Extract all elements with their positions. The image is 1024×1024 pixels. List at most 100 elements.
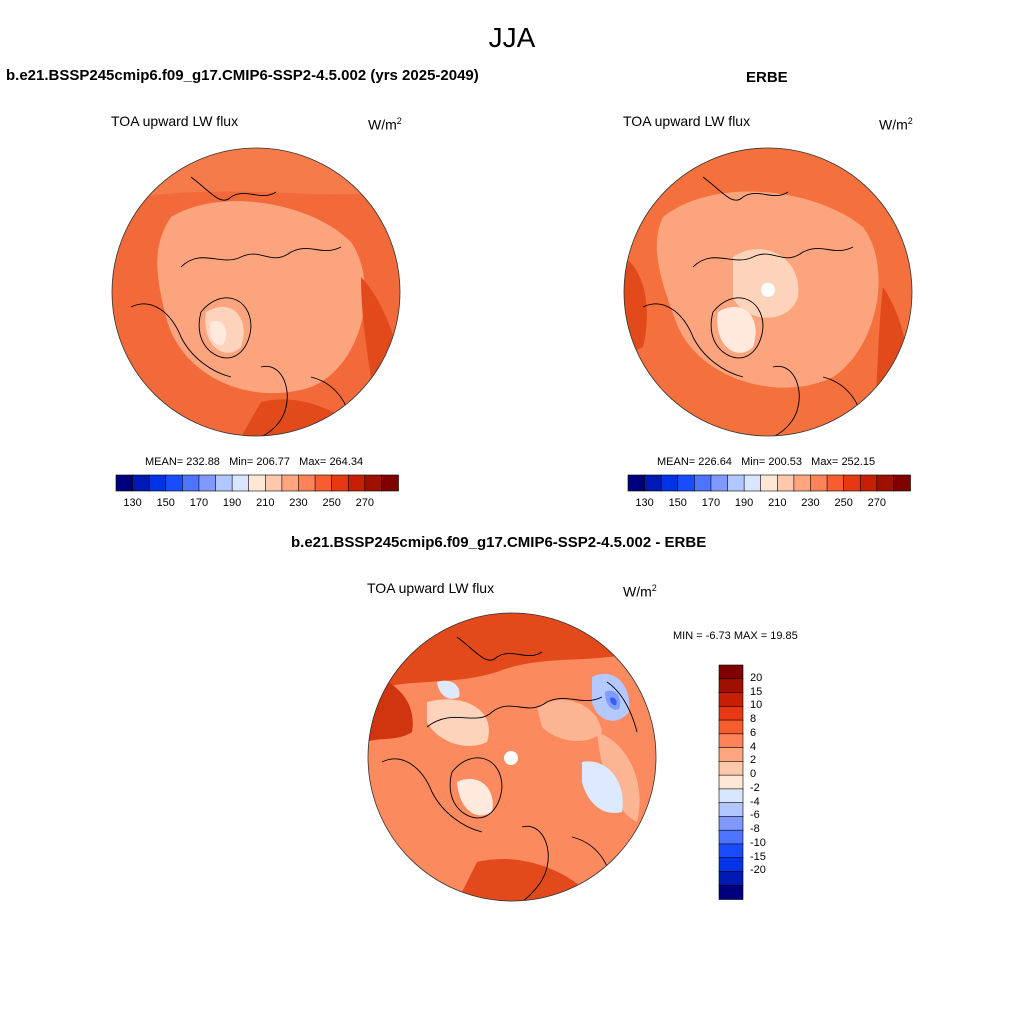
colorbar-swatch [677,474,696,492]
model-south-dark [241,399,371,436]
colorbar-swatch [718,857,744,873]
colorbar-swatch [718,678,744,694]
colorbar-tick-label: 10 [750,699,763,712]
colorbar-tick-label: 2 [750,754,757,767]
model-greenland-pale [209,321,227,346]
colorbar-tick-label: 150 [668,497,687,509]
colorbar-swatch [718,871,744,887]
colorbar-swatch [718,884,744,900]
colorbar-swatch [718,802,744,818]
colorbar-tick-label: 6 [750,726,757,739]
colorbar-swatch [718,719,744,735]
panel-model-units: W/m2 [368,116,402,133]
colorbar-swatch [314,474,333,492]
colorbar-swatch [115,474,134,492]
colorbar-swatch [132,474,150,492]
diff-blue-pale-east [582,761,623,813]
panel-erbe-title: ERBE [746,69,788,86]
colorbar-tick-label: -10 [750,836,766,849]
colorbar-swatch [793,474,812,492]
colorbar-tick-label: 15 [750,685,763,698]
model-coastlines [130,176,352,436]
colorbar-swatch [718,692,744,708]
colorbar-swatch [148,474,167,492]
colorbar-tick-label: -20 [750,864,766,877]
colorbar-swatch [331,474,350,492]
colorbar-tick-label: -4 [750,795,760,808]
colorbar-erbe [627,474,911,492]
colorbar-swatch [776,474,795,492]
colorbar-swatch [347,474,366,492]
colorbar-tick-label: 130 [123,497,142,509]
colorbar-tick-label: 4 [750,740,757,753]
erbe-greenland-pale [717,306,756,353]
colorbar-swatch [381,474,399,492]
colorbar-tick-label: 130 [635,497,654,509]
colorbar-tick-label: -6 [750,809,760,822]
diff-map-border [367,612,657,902]
colorbar-swatch [718,761,744,776]
colorbar-swatch [718,829,744,845]
colorbar-tick-label: 250 [322,497,341,509]
colorbar-swatch [364,474,383,492]
colorbar-swatch [760,474,779,492]
panel-diff-title: b.e21.BSSP245cmip6.f09_g17.CMIP6-SSP2-4.… [291,534,707,551]
panel-diff-units: W/m2 [623,583,657,600]
diff-greenland-pale [457,778,493,816]
colorbar-tick-label: 210 [256,497,275,509]
colorbar-swatch [281,474,300,492]
diff-central-light [537,700,602,742]
colorbar-swatch [694,474,712,492]
colorbar-swatch [627,474,646,492]
panel-model-map [111,147,401,437]
panel-model-field-label: TOA upward LW flux [111,113,239,129]
colorbar-swatch [810,474,828,492]
colorbar-swatch [718,774,744,790]
panel-erbe-units: W/m2 [879,116,913,133]
colorbar-tick-label: -2 [750,781,760,794]
colorbar-tick-label: 210 [768,497,787,509]
erbe-pole-hole [761,283,775,297]
diff-west-pale [427,699,489,746]
colorbar-swatch [710,474,729,492]
colorbar-diff [718,664,744,900]
colorbar-tick-label: -15 [750,850,766,863]
colorbar-tick-label: 270 [867,497,886,509]
diff-blue-dark [610,697,617,706]
model-map-border [111,147,401,437]
colorbar-tick-label: 230 [289,497,308,509]
colorbar-swatch [843,474,862,492]
colorbar-tick-label: 8 [750,713,757,726]
colorbar-tick-label: 250 [834,497,853,509]
panel-model-title: b.e21.BSSP245cmip6.f09_g17.CMIP6-SSP2-4.… [6,67,479,84]
colorbar-tick-label: 150 [156,497,175,509]
diff-blue-pale-west [437,680,460,699]
colorbar-swatch [718,843,744,859]
colorbar-swatch [644,474,662,492]
colorbar-swatch [660,474,679,492]
colorbar-swatch [826,474,845,492]
panel-diff-minmax: MIN = -6.73 MAX = 19.85 [673,630,798,642]
colorbar-swatch [718,816,744,831]
colorbar-tick-label: 230 [801,497,820,509]
colorbar-swatch [248,474,267,492]
colorbar-swatch [165,474,184,492]
panel-erbe-map [623,147,913,437]
colorbar-swatch [718,747,744,763]
panel-model-stats: MEAN= 232.88 Min= 206.77 Max= 264.34 [145,456,364,468]
panel-erbe-field-label: TOA upward LW flux [623,113,751,129]
colorbar-swatch [859,474,878,492]
colorbar-swatch [231,474,250,492]
colorbar-swatch [718,664,744,680]
colorbar-tick-label: 170 [701,497,721,509]
colorbar-swatch [264,474,283,492]
colorbar-tick-label: 0 [750,768,757,781]
colorbar-tick-label: 270 [355,497,374,509]
diff-east-light [597,732,640,822]
panel-erbe-stats: MEAN= 226.64 Min= 200.53 Max= 252.15 [657,456,876,468]
colorbar-swatch [718,705,744,721]
colorbar-swatch [743,474,762,492]
colorbar-swatch [727,474,745,492]
colorbar-tick-label: 190 [222,497,242,509]
colorbar-swatch [876,474,895,492]
